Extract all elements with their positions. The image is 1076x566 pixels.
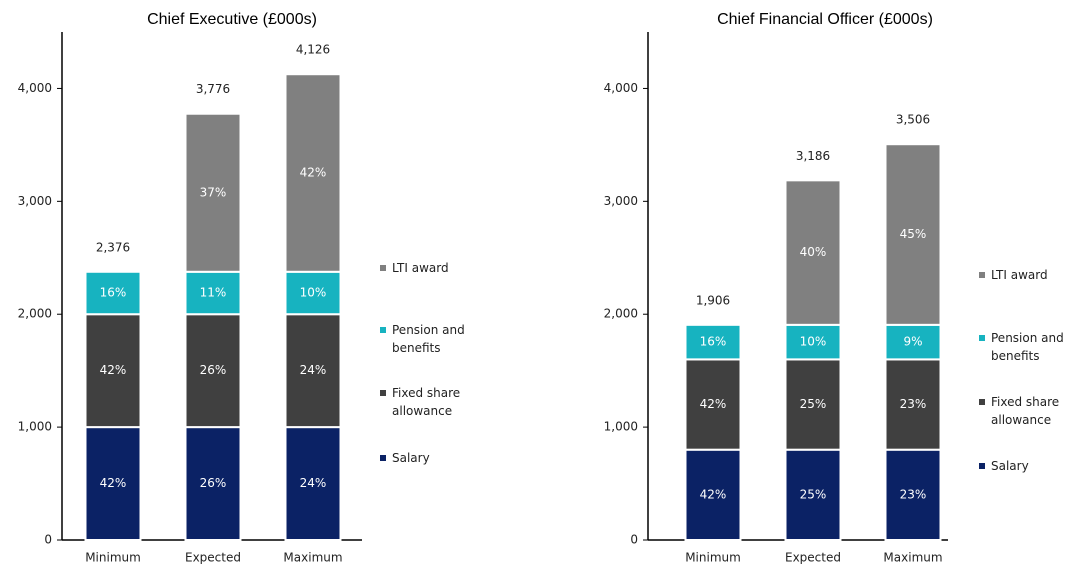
bar-segment <box>684 358 742 451</box>
bar-segment <box>84 426 142 541</box>
bar-segment <box>284 270 342 316</box>
bar-segment <box>84 313 142 429</box>
x-tick-label: Expected <box>185 551 241 565</box>
bar-segment <box>84 270 142 316</box>
share-label: 42% <box>700 397 727 411</box>
chart-title: Chief Financial Officer (£000s) <box>717 11 933 28</box>
share-label: 26% <box>200 363 227 377</box>
legend-entry: Fixed share allowance <box>380 384 482 420</box>
legend-swatch <box>380 455 386 461</box>
share-label: 40% <box>800 245 827 259</box>
share-label: 37% <box>200 185 227 199</box>
bar-segment <box>284 313 342 429</box>
y-tick-label: 0 <box>630 533 638 547</box>
y-tick-label: 4,000 <box>18 81 52 95</box>
share-label: 16% <box>100 285 127 299</box>
share-label: 10% <box>800 335 827 349</box>
legend-label: Salary <box>392 451 430 465</box>
legend-label: Fixed share allowance <box>392 386 461 418</box>
share-label: 24% <box>300 476 327 490</box>
share-label: 25% <box>800 487 827 501</box>
bar-segment <box>884 358 942 451</box>
y-tick-label: 4,000 <box>604 81 638 95</box>
legend-swatch <box>979 335 985 341</box>
y-tick-label: 2,000 <box>604 307 638 321</box>
legend-entry: Salary <box>979 457 1076 475</box>
bar-segment <box>684 323 742 361</box>
total-label: 4,126 <box>296 43 330 57</box>
bar-segment <box>284 426 342 541</box>
legend-swatch <box>979 463 985 469</box>
total-label: 3,776 <box>196 82 230 96</box>
legend-swatch <box>979 399 985 405</box>
bar-segment <box>184 270 242 316</box>
bar-segment <box>884 448 942 542</box>
legend-swatch <box>979 272 985 278</box>
bar-segment <box>784 358 842 451</box>
legend-entry: Pension and benefits <box>380 321 482 357</box>
bar-segment <box>684 448 742 542</box>
share-label: 11% <box>200 285 227 299</box>
legend-entry: Pension and benefits <box>979 329 1076 365</box>
y-tick-label: 3,000 <box>604 194 638 208</box>
bar-segment <box>884 143 942 326</box>
share-label: 42% <box>300 165 327 179</box>
total-label: 2,376 <box>96 240 130 254</box>
y-tick-label: 0 <box>44 533 52 547</box>
legend-entry: LTI award <box>979 266 1076 284</box>
share-label: 9% <box>903 335 922 349</box>
y-tick-label: 1,000 <box>604 420 638 434</box>
x-tick-label: Minimum <box>85 551 141 565</box>
bar-segment <box>184 426 242 541</box>
share-label: 25% <box>800 397 827 411</box>
legend-label: Salary <box>991 459 1029 473</box>
legend-label: LTI award <box>392 261 449 275</box>
total-label: 1,906 <box>696 293 730 307</box>
bar-segment <box>184 313 242 429</box>
y-tick-label: 3,000 <box>18 194 52 208</box>
chart-title: Chief Executive (£000s) <box>147 11 317 28</box>
x-tick-label: Maximum <box>283 551 342 565</box>
bar-segment <box>184 112 242 273</box>
share-label: 45% <box>900 227 927 241</box>
share-label: 42% <box>700 487 727 501</box>
share-label: 10% <box>300 285 327 299</box>
legend-label: Fixed share allowance <box>991 395 1060 427</box>
bar-segment <box>784 179 842 326</box>
legend-entry: Salary <box>380 449 482 467</box>
y-tick-label: 2,000 <box>18 307 52 321</box>
bar-segment <box>784 448 842 542</box>
legend-swatch <box>380 265 386 271</box>
share-label: 23% <box>900 487 927 501</box>
x-tick-label: Maximum <box>883 551 942 565</box>
share-label: 42% <box>100 476 127 490</box>
share-label: 42% <box>100 363 127 377</box>
y-tick-label: 1,000 <box>18 420 52 434</box>
legend-label: Pension and benefits <box>991 331 1064 363</box>
legend-entry: LTI award <box>380 259 482 277</box>
bar-segment <box>784 323 842 361</box>
legend-label: Pension and benefits <box>392 323 465 355</box>
bar-segment <box>284 73 342 273</box>
x-tick-label: Expected <box>785 551 841 565</box>
share-label: 24% <box>300 363 327 377</box>
legend-swatch <box>380 327 386 333</box>
share-label: 16% <box>700 335 727 349</box>
legend-swatch <box>380 390 386 396</box>
x-tick-label: Minimum <box>685 551 741 565</box>
legend-entry: Fixed share allowance <box>979 393 1076 429</box>
legend-label: LTI award <box>991 268 1048 282</box>
share-label: 26% <box>200 476 227 490</box>
total-label: 3,506 <box>896 113 930 127</box>
share-label: 23% <box>900 397 927 411</box>
total-label: 3,186 <box>796 149 830 163</box>
